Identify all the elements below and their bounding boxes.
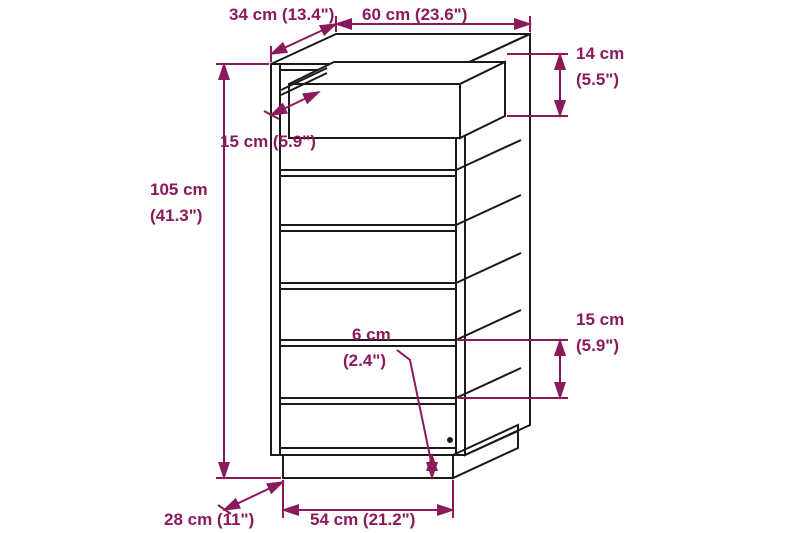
furniture-dimension-diagram: { "type": "dimension-diagram", "subject"… — [0, 0, 800, 533]
dim-depth-top: 34 cm (13.4") — [229, 5, 334, 25]
dim-height-in: (41.3") — [150, 206, 202, 226]
dim-drawer-h-in: (5.5") — [576, 70, 619, 90]
dim-base-width: 54 cm (21.2") — [310, 510, 415, 530]
dim-base-depth: 28 cm (11") — [164, 510, 254, 530]
dim-drawer-pull: 15 cm (5.9") — [220, 132, 316, 152]
dim-drawer-h-cm: 14 cm — [576, 44, 624, 64]
dim-shelf-gap-in: (5.9") — [576, 336, 619, 356]
diagram-svg — [0, 0, 800, 533]
cabinet-body — [271, 34, 530, 478]
dim-shelf-gap-cm: 15 cm — [576, 310, 624, 330]
dim-height-cm: 105 cm — [150, 180, 208, 200]
dim-width-top: 60 cm (23.6") — [362, 5, 467, 25]
dim-base-h-in: (2.4") — [343, 351, 386, 371]
dim-base-h-cm: 6 cm — [352, 325, 391, 345]
